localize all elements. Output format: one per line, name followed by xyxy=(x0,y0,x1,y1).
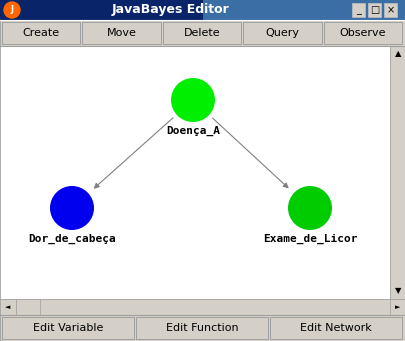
Text: Dor_de_cabeça: Dor_de_cabeça xyxy=(28,234,115,244)
Bar xyxy=(202,0,405,20)
Text: ►: ► xyxy=(394,304,400,310)
Text: Observe: Observe xyxy=(339,28,385,38)
Text: ▼: ▼ xyxy=(394,286,400,296)
Bar xyxy=(162,22,241,44)
Text: _: _ xyxy=(355,5,360,15)
Circle shape xyxy=(287,186,331,230)
Bar xyxy=(0,299,16,315)
Text: ▲: ▲ xyxy=(394,49,400,59)
Bar xyxy=(82,22,160,44)
Text: Doença_A: Doença_A xyxy=(166,126,220,136)
Text: ◄: ◄ xyxy=(5,304,11,310)
Bar xyxy=(0,299,405,315)
Bar xyxy=(0,0,405,20)
Bar xyxy=(2,317,134,339)
Bar xyxy=(0,46,389,299)
Bar xyxy=(389,46,405,299)
Text: Edit Variable: Edit Variable xyxy=(33,323,103,333)
Text: ×: × xyxy=(386,5,394,15)
Bar xyxy=(0,20,405,46)
Bar xyxy=(2,22,80,44)
Text: Edit Function: Edit Function xyxy=(165,323,238,333)
Circle shape xyxy=(50,186,94,230)
Bar xyxy=(389,299,405,315)
Bar xyxy=(269,317,401,339)
Text: Move: Move xyxy=(107,28,136,38)
Bar xyxy=(367,3,380,17)
Text: Exame_de_Licor: Exame_de_Licor xyxy=(262,234,356,244)
Text: J: J xyxy=(11,5,13,15)
Bar xyxy=(323,22,401,44)
Text: Query: Query xyxy=(265,28,298,38)
Circle shape xyxy=(4,2,20,18)
Circle shape xyxy=(171,78,215,122)
Bar xyxy=(16,299,40,315)
Text: Create: Create xyxy=(23,28,60,38)
Bar xyxy=(0,315,405,341)
Bar xyxy=(351,3,364,17)
Text: □: □ xyxy=(369,5,378,15)
Text: Delete: Delete xyxy=(183,28,220,38)
Bar xyxy=(243,22,321,44)
Text: Edit Network: Edit Network xyxy=(299,323,371,333)
Bar xyxy=(383,3,396,17)
Bar xyxy=(136,317,267,339)
Text: JavaBayes Editor: JavaBayes Editor xyxy=(111,3,229,16)
